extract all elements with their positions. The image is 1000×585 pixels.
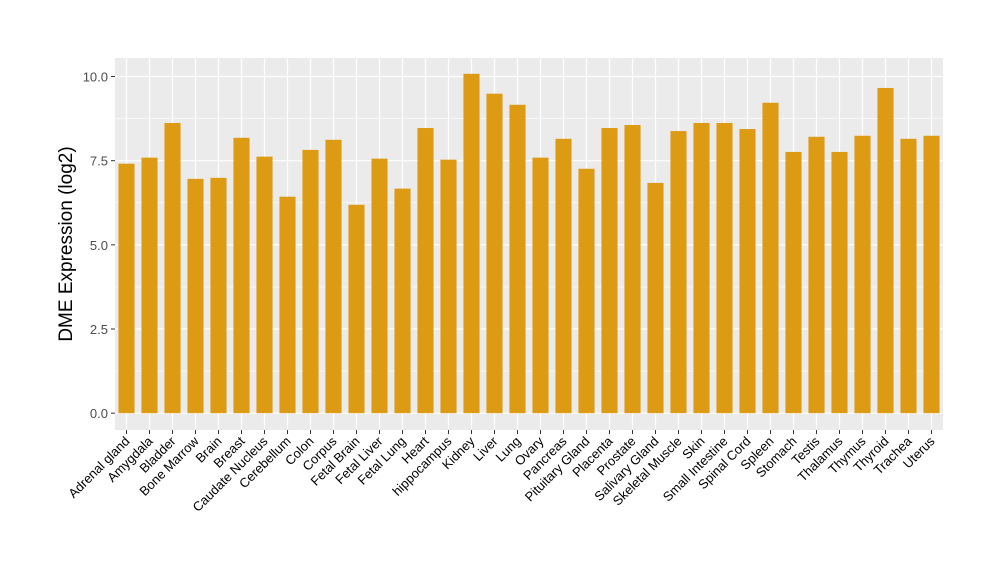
bar-lung bbox=[509, 104, 526, 414]
bar-ovary bbox=[532, 157, 549, 414]
bar-testis bbox=[808, 136, 825, 414]
y-tick-label: 10.0 bbox=[83, 70, 108, 85]
bar-fetal-brain bbox=[348, 204, 365, 414]
bar-skin bbox=[693, 122, 710, 414]
bar-cerebellum bbox=[279, 196, 296, 414]
bar-bladder bbox=[164, 122, 181, 414]
bar-prostate bbox=[624, 124, 641, 414]
bar-stomach bbox=[785, 151, 802, 414]
bar-thymus bbox=[854, 135, 871, 414]
bar-corpus bbox=[325, 139, 342, 414]
bar-spleen bbox=[762, 102, 779, 414]
bar-colon bbox=[302, 149, 319, 414]
bar-thalamus bbox=[831, 151, 848, 414]
bar-skeletal-muscle bbox=[670, 131, 687, 414]
y-tick-label: 5.0 bbox=[90, 238, 108, 253]
bar-brain bbox=[210, 177, 227, 414]
bar-hippocampus bbox=[440, 159, 457, 414]
bar-pituitary-gland bbox=[578, 168, 595, 414]
bar-small-intestine bbox=[716, 122, 733, 414]
bar-heart bbox=[417, 128, 434, 414]
bar-breast bbox=[233, 137, 250, 414]
bar-fetal-liver bbox=[371, 158, 388, 414]
bar-thyroid bbox=[877, 87, 894, 414]
bar-caudate-nucleus bbox=[256, 156, 273, 414]
x-tick-label: Liver bbox=[470, 433, 501, 464]
y-tick-label: 2.5 bbox=[90, 322, 108, 337]
plot-panel bbox=[115, 58, 943, 430]
bar-fetal-lung bbox=[394, 188, 411, 414]
bar-placenta bbox=[601, 128, 618, 414]
y-tick-label: 7.5 bbox=[90, 154, 108, 169]
bar-adrenal-gland bbox=[118, 163, 135, 414]
bar-amygdala bbox=[141, 157, 158, 414]
bar-kidney bbox=[463, 73, 480, 414]
bar-uterus bbox=[923, 135, 940, 414]
bar-pancreas bbox=[555, 138, 572, 414]
bar-bone-marrow bbox=[187, 178, 204, 414]
bar-trachea bbox=[900, 138, 917, 414]
y-axis-title: DME Expression (log2) bbox=[56, 146, 77, 341]
bar-spinal-cord bbox=[739, 129, 756, 414]
y-tick-label: 0.0 bbox=[90, 406, 108, 421]
bar-liver bbox=[486, 93, 503, 414]
bar-salivary-gland bbox=[647, 182, 664, 414]
